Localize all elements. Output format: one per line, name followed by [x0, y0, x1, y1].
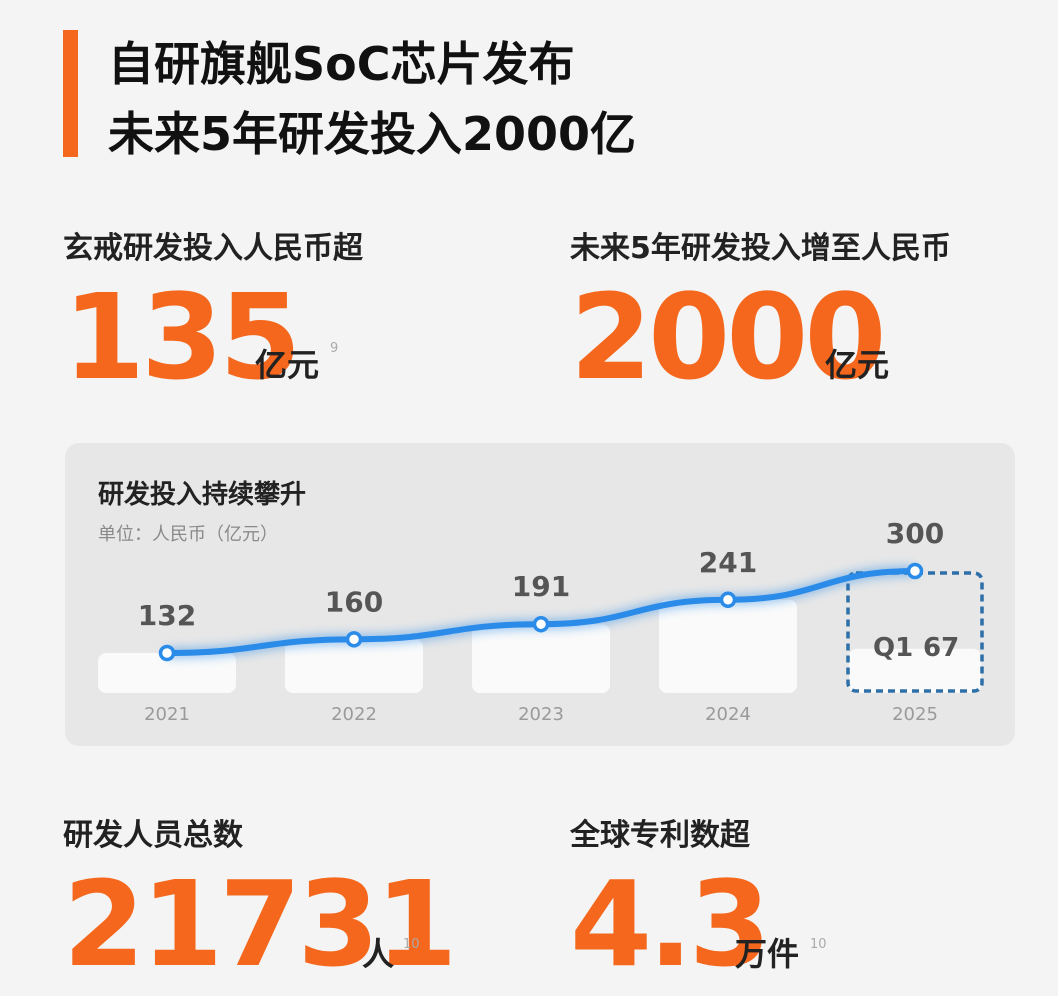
- stat-label: 全球专利数超: [569, 818, 751, 853]
- stat-unit: 万件: [735, 935, 799, 973]
- stat-value: 21731: [63, 855, 454, 993]
- x-tick-label: 2022: [331, 704, 377, 725]
- footnote: 10: [810, 937, 827, 952]
- stat-value: 4.3: [570, 855, 767, 993]
- data-label: 300: [886, 517, 944, 550]
- data-label: 160: [325, 585, 383, 618]
- x-tick-label: 2023: [518, 704, 564, 725]
- stat-unit: 人: [362, 935, 394, 973]
- chart-subtitle: 单位：人民币（亿元）: [98, 524, 278, 545]
- title-line: 自研旗舰SoC芯片发布: [108, 37, 575, 91]
- bar: [98, 652, 236, 693]
- chart-title: 研发投入持续攀升: [98, 479, 306, 510]
- point: [532, 615, 550, 633]
- q1-box: [846, 571, 984, 693]
- stat-label: 研发人员总数: [63, 818, 244, 853]
- point: [906, 562, 924, 580]
- footnote: 10: [403, 937, 420, 952]
- point: [158, 644, 176, 662]
- x-tick-label: 2024: [705, 704, 751, 725]
- stat-label: 玄戒研发投入人民币超: [63, 231, 364, 266]
- stat-label: 未来5年研发投入增至人民币: [570, 231, 951, 266]
- stat-unit: 亿元: [255, 346, 319, 384]
- data-label: 241: [699, 546, 757, 579]
- data-label: 191: [512, 570, 570, 603]
- annotation-label: Q1: [873, 633, 913, 663]
- q1-bar: [849, 648, 981, 693]
- annotation-value: 67: [923, 633, 959, 663]
- bar: [285, 639, 423, 693]
- title-line: 未来5年研发投入2000亿: [108, 107, 636, 161]
- stat-unit: 亿元: [825, 346, 889, 384]
- x-tick-label: 2025: [892, 704, 938, 725]
- data-label: 132: [138, 599, 196, 632]
- footnote: 9: [330, 341, 338, 356]
- bar: [472, 624, 610, 693]
- point: [719, 591, 737, 609]
- accent-bar: [63, 30, 78, 157]
- point: [345, 631, 363, 648]
- stat-value: 135: [63, 268, 297, 406]
- bar: [659, 599, 797, 693]
- stat-value: 2000: [570, 268, 882, 406]
- x-tick-label: 2021: [144, 704, 190, 725]
